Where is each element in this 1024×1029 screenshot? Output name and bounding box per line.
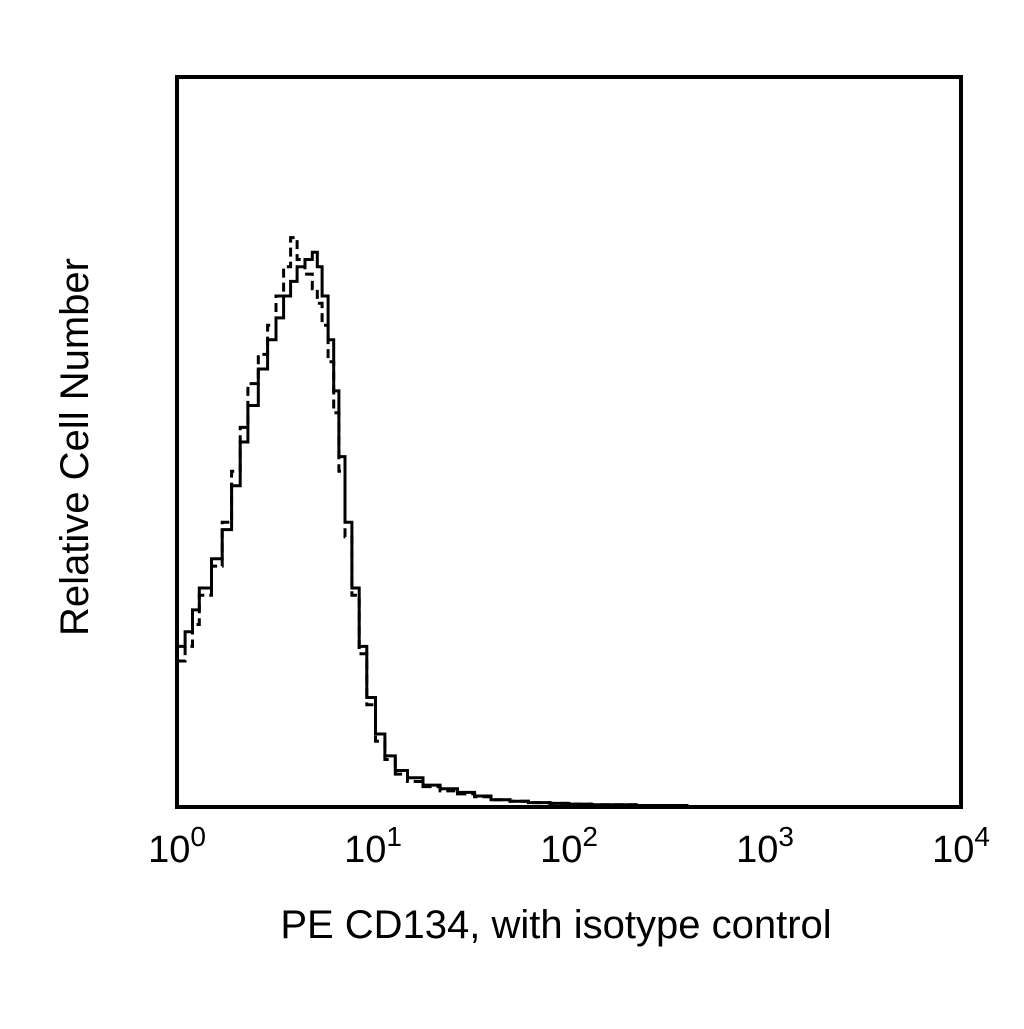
plot-frame [175, 75, 963, 809]
series-layer [177, 236, 689, 807]
x-tick-label: 103 [736, 821, 794, 871]
pe-cd134-histogram [177, 250, 689, 807]
x-tick-label: 100 [148, 821, 206, 871]
y-axis-label: Relative Cell Number [53, 258, 97, 636]
x-tick-label: 101 [344, 821, 402, 871]
x-axis-label: PE CD134, with isotype control [280, 903, 831, 947]
x-tick-labels: 100 101 102 103 104 [148, 821, 990, 871]
x-tick-label: 102 [540, 821, 598, 871]
x-tick-label: 104 [932, 821, 990, 871]
isotype-control-histogram [177, 236, 689, 807]
